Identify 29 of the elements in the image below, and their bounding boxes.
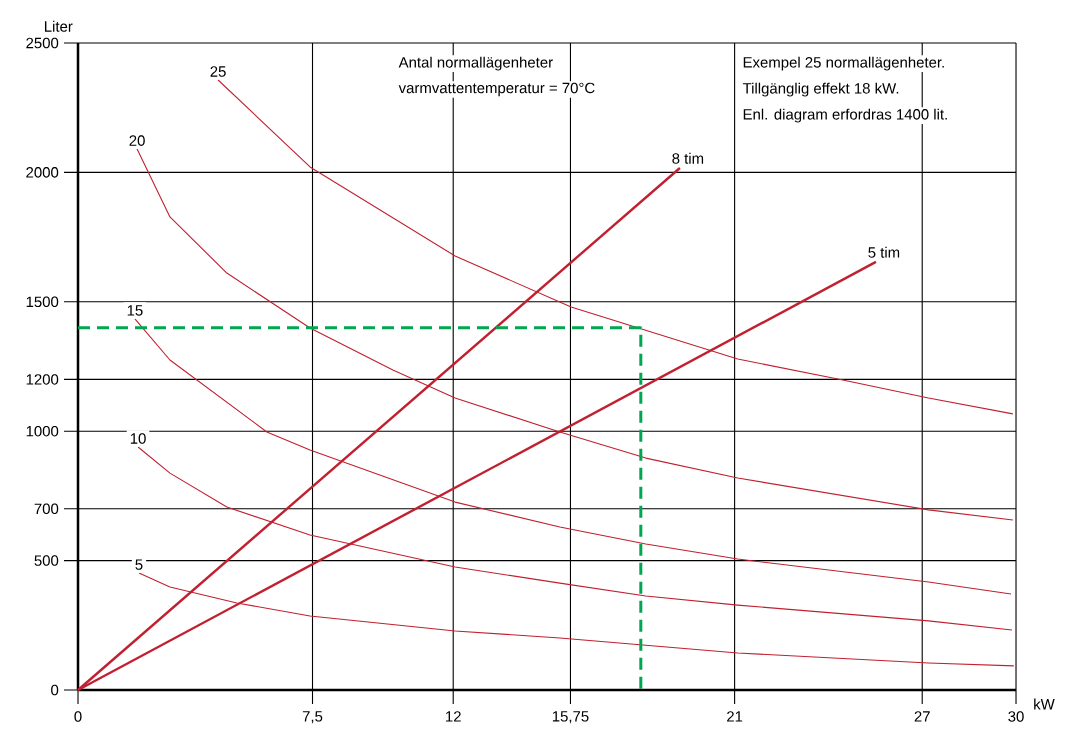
annotation: Antal normallägenheter bbox=[398, 56, 553, 71]
x-tick-label: 0 bbox=[74, 711, 82, 722]
series-label: 5 bbox=[135, 559, 143, 570]
x-axis-title: kW bbox=[1034, 698, 1055, 710]
series-label: 5 tim bbox=[868, 246, 900, 258]
y-tick-label: 500 bbox=[34, 555, 59, 566]
y-tick-label: 1200 bbox=[26, 374, 59, 385]
series-label: 15 bbox=[127, 305, 143, 316]
series-label: 10 bbox=[130, 433, 146, 444]
x-tick-label: 21 bbox=[727, 711, 743, 722]
y-tick-label: 2000 bbox=[26, 167, 59, 178]
series-label: 20 bbox=[129, 135, 145, 146]
annotation: Enl. diagram erfordras 1400 lit. bbox=[743, 108, 947, 123]
annotation: varmvattentemperatur = 70°C bbox=[398, 82, 595, 97]
x-tick-label: 12 bbox=[446, 711, 461, 722]
y-tick-label: 1000 bbox=[26, 425, 59, 437]
series-label: 8 tim bbox=[672, 152, 704, 164]
x-tick-label: 7,5 bbox=[302, 711, 323, 724]
y-axis-title: Liter bbox=[44, 20, 73, 32]
y-tick-label: 0 bbox=[51, 684, 59, 696]
y-tick-label: 2500 bbox=[26, 37, 59, 49]
x-tick-label: 15,75 bbox=[552, 711, 589, 724]
series-label: 25 bbox=[210, 66, 226, 77]
annotation: Exempel 25 normallägenheter. bbox=[743, 56, 944, 71]
y-tick-label: 1500 bbox=[26, 296, 59, 308]
y-tick-label: 700 bbox=[34, 503, 59, 515]
x-tick-label: 30 bbox=[1008, 711, 1024, 722]
annotation: Tillgänglig effekt 18 kW. bbox=[742, 82, 899, 97]
x-tick-label: 27 bbox=[914, 711, 930, 722]
